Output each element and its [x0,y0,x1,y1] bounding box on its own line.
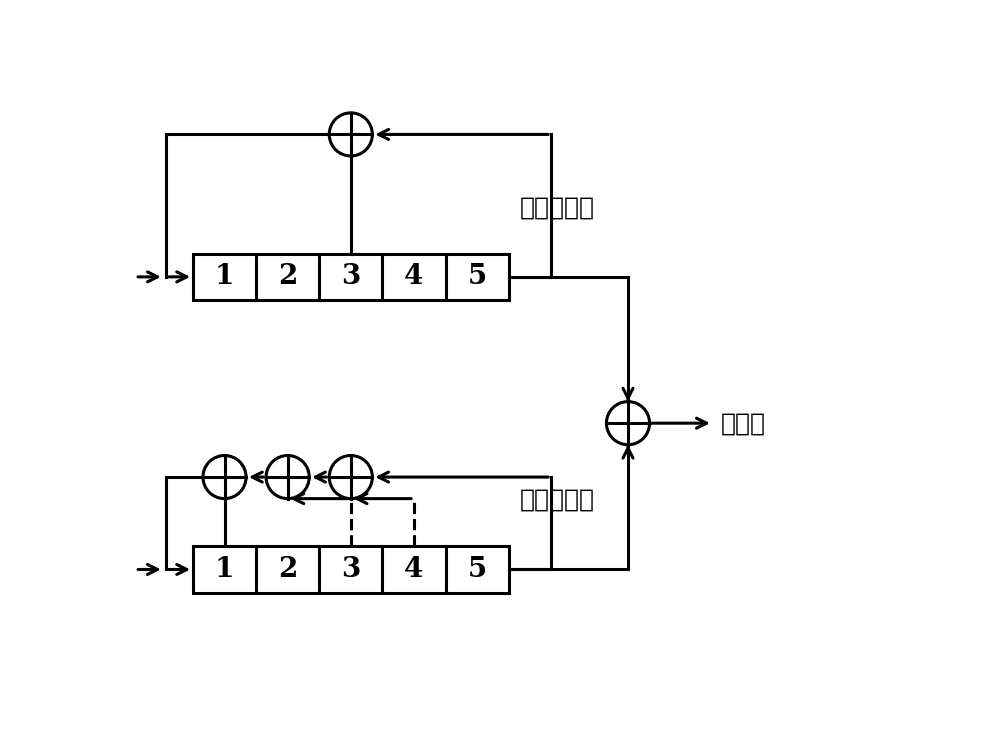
Text: 2: 2 [278,263,297,290]
Text: 1: 1 [215,263,234,290]
Text: 移位寄存器: 移位寄存器 [520,488,595,512]
Text: 2: 2 [278,556,297,583]
Text: 移位寄存器: 移位寄存器 [520,195,595,219]
Bar [193,254,509,300]
Text: 1: 1 [215,556,234,583]
Text: 4: 4 [404,263,424,290]
Bar [193,546,509,592]
Text: 5: 5 [467,556,487,583]
Text: 3: 3 [341,556,360,583]
Text: 4: 4 [404,556,424,583]
Text: 5: 5 [467,263,487,290]
Text: 3: 3 [341,263,360,290]
Text: 扩频码: 扩频码 [720,411,765,435]
